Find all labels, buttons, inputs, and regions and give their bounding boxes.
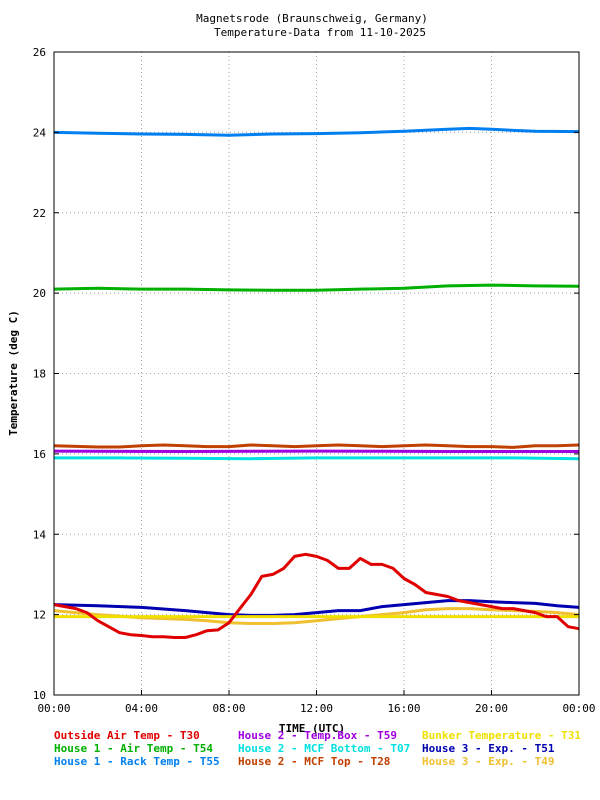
y-tick-label: 24 — [33, 126, 47, 139]
legend-item-t31: Bunker Temperature - T31 — [422, 729, 581, 742]
y-tick-label: 26 — [33, 46, 46, 59]
series-line-t51 — [53, 599, 580, 617]
y-tick-label: 14 — [33, 528, 47, 541]
y-tick-label: 10 — [33, 689, 46, 702]
legend-item-t51: House 3 - Exp. - T51 — [422, 742, 555, 755]
x-tick-label: 20:00 — [475, 702, 508, 715]
series-lines — [53, 126, 580, 639]
y-tick-labels: 10 12 14 16 18 20 22 24 26 — [33, 46, 579, 702]
series-line-t30 — [53, 552, 580, 639]
legend-item-t54: House 1 - Air Temp - T54 — [54, 742, 213, 755]
series-line-t28 — [53, 443, 580, 449]
series-line-t55 — [53, 126, 580, 137]
legend-item-t55: House 1 - Rack Temp - T55 — [54, 755, 220, 768]
y-tick-label: 22 — [33, 207, 46, 220]
legend: Outside Air Temp - T30 House 2 - Temp.Box… — [54, 729, 581, 768]
series-line-t54 — [53, 283, 580, 292]
legend-item-t07: House 2 - MCF Bottom - T07 — [238, 742, 410, 755]
legend-item-t30: Outside Air Temp - T30 — [54, 729, 200, 742]
x-tick-label: 00:00 — [37, 702, 70, 715]
legend-item-t59: House 2 - Temp.Box - T59 — [238, 729, 397, 742]
x-tick-label: 00:00 — [562, 702, 595, 715]
y-tick-label: 12 — [33, 609, 46, 622]
x-tick-label: 16:00 — [387, 702, 420, 715]
legend-item-t28: House 2 - MCF Top - T28 — [238, 755, 390, 768]
x-tick-labels: 00:00 04:00 08:00 12:00 16:00 20:00 00:00 — [37, 690, 596, 715]
legend-item-t49: House 3 - Exp. - T49 — [422, 755, 554, 768]
series-line-t07 — [54, 456, 580, 461]
y-tick-label: 16 — [33, 448, 46, 461]
y-axis-label: Temperature (deg C) — [7, 310, 20, 436]
chart-title: Magnetsrode (Braunschweig, Germany) — [196, 12, 428, 25]
y-tick-label: 18 — [33, 368, 46, 381]
x-tick-label: 12:00 — [300, 702, 333, 715]
x-axis-label: TIME (UTC) — [279, 722, 345, 735]
y-tick-label: 20 — [33, 287, 46, 300]
x-tick-label: 08:00 — [212, 702, 245, 715]
chart-subtitle: Temperature-Data from 11-10-2025 — [214, 26, 426, 39]
grid — [54, 52, 579, 695]
x-tick-label: 04:00 — [125, 702, 158, 715]
